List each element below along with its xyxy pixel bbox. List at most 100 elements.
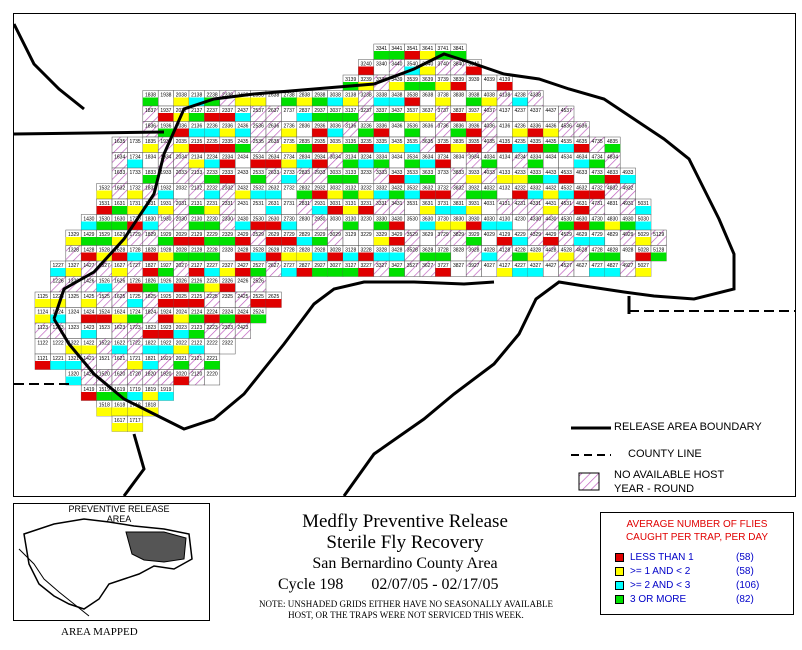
grid-cell-fill [497, 268, 513, 277]
grid-cell-label: 1723 [130, 325, 141, 331]
grid-cell-fill [604, 175, 621, 184]
grid-cell-label: 2736 [284, 124, 295, 130]
grid-cell-label: 1722 [130, 341, 141, 347]
grid-cell-label: 4129 [499, 232, 510, 238]
grid-cell-fill [527, 159, 544, 168]
grid-cell-label: 1327 [68, 263, 79, 269]
grid-cell-fill [112, 206, 128, 215]
grid-cell-fill [589, 190, 605, 199]
grid-cell-fill [204, 159, 220, 168]
grid-cell-fill [296, 190, 313, 199]
grid-cell-label: 1733 [130, 170, 141, 176]
grid-cell-label: 2024 [176, 310, 187, 316]
grid-cell-label: 5128 [653, 248, 664, 254]
grid-cell-fill [173, 314, 189, 323]
grid-cell-fill [466, 237, 482, 246]
grid-cell-label: 3229 [361, 232, 372, 238]
grid-cell-fill [373, 190, 390, 199]
grid-cell-label: 2430 [237, 217, 248, 223]
grid-cell-fill [589, 268, 605, 277]
inset-caption: AREA MAPPED [61, 626, 138, 638]
title-line-3: San Bernardino County Area [312, 555, 498, 572]
grid-cell-label: 3337 [376, 108, 387, 114]
grid-cell-fill [65, 361, 82, 370]
grid-cell-label: 5129 [653, 232, 664, 238]
grid-cell-label: 4830 [607, 217, 618, 223]
grid-cell-fill [142, 97, 159, 106]
grid-cell-fill [589, 221, 605, 230]
grid-cell-fill [189, 314, 205, 323]
grid-cell-label: 1528 [99, 248, 110, 254]
grid-cell-fill [343, 268, 359, 277]
grid-cell-label: 3937 [468, 108, 479, 114]
grid-cell-fill [620, 221, 636, 230]
grid-cell-label: 2631 [268, 201, 279, 207]
grid-cell-label: 1621 [114, 356, 125, 362]
grid-cell-label: 2528 [253, 248, 264, 254]
grid-cell-fill [127, 361, 143, 370]
grid-cell-label: 2537 [253, 108, 264, 114]
grid-cell-label: 3936 [468, 124, 479, 130]
grid-cell-label: 1422 [83, 341, 94, 347]
grid-cell-fill [142, 252, 159, 261]
grid-cell-label: 3132 [345, 186, 356, 192]
grid-cell-label: 4930 [622, 217, 633, 223]
grid-cell-fill [604, 252, 621, 261]
grid-cell-label: 3329 [376, 232, 387, 238]
grid-cell-label: 1923 [160, 325, 171, 331]
grid-cell-fill [250, 299, 266, 308]
grid-cell-label: 3829 [453, 232, 464, 238]
grid-cell-label: 2432 [237, 186, 248, 192]
grid-cell-fill [420, 206, 436, 215]
grid-cell-fill [543, 128, 559, 137]
grid-cell-fill [50, 314, 66, 323]
grid-cell-label: 2830 [299, 217, 310, 223]
grid-cell-label: 3737 [438, 108, 449, 114]
grid-cell-fill [112, 423, 128, 432]
grid-cell-label: 1938 [160, 93, 171, 99]
grid-cell-label: 3338 [376, 93, 387, 99]
grid-cell-label: 4136 [499, 124, 510, 130]
grid-cell-fill [420, 221, 436, 230]
grid-cell-label: 4137 [499, 108, 510, 114]
grid-cell-fill [589, 159, 605, 168]
grid-cell-label: 2329 [222, 232, 233, 238]
grid-cell-fill [466, 128, 482, 137]
grid-cell-fill [343, 190, 359, 199]
grid-cell-label: 4330 [530, 217, 541, 223]
grid-cell-label: 4130 [499, 217, 510, 223]
grid-cell-label: 4734 [592, 155, 603, 161]
grid-cell-fill [574, 190, 590, 199]
grid-cell-label: 4135 [499, 139, 510, 145]
grid-cell-label: 3633 [422, 170, 433, 176]
grid-cell-label: 3440 [391, 62, 402, 68]
grid-cell-fill [266, 299, 282, 308]
grid-cell-label: 2231 [207, 201, 218, 207]
grid-cell-fill [96, 407, 112, 416]
grid-cell-fill [373, 113, 390, 122]
grid-cell-label: 1724 [130, 310, 141, 316]
grid-cell-label: 2627 [268, 263, 279, 269]
grid-cell-fill [281, 97, 297, 106]
grid-cell-label: 3032 [330, 186, 341, 192]
grid-cell-label: 2431 [237, 201, 248, 207]
grid-cell-label: 2527 [253, 263, 264, 269]
grid-cell-label: 1835 [145, 139, 156, 145]
grid-cell-fill [543, 237, 559, 246]
grid-cell-fill [189, 252, 205, 261]
grid-cell-label: 4635 [576, 139, 587, 145]
grid-cell-fill [50, 268, 66, 277]
grid-cell-label: 4729 [592, 232, 603, 238]
main-map-frame: 3341 3441 3541 3641 3741 3841 3240 3340 3440 3540… [13, 13, 796, 497]
grid-cell-fill [281, 252, 297, 261]
grid-cell-label: 1925 [160, 294, 171, 300]
grid-cell-label: 1520 [99, 372, 110, 378]
grid-cell-label: 3037 [330, 108, 341, 114]
grid-cell-label: 1121 [37, 356, 48, 362]
fly-legend-title-2: CAUGHT PER TRAP, PER DAY [625, 532, 769, 543]
grid-cell-label: 4835 [607, 139, 618, 145]
grid-cell-label: 3236 [361, 124, 372, 130]
grid-cell-label: 3237 [361, 108, 372, 114]
grid-cell-label: 4628 [576, 248, 587, 254]
grid-cell-label: 4127 [499, 263, 510, 269]
